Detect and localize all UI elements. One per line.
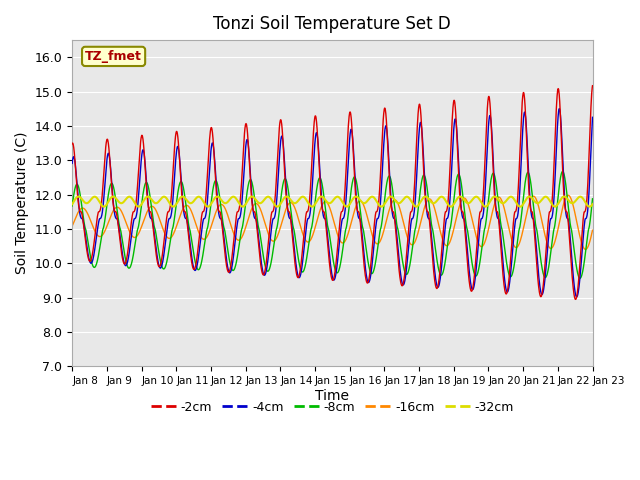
- Y-axis label: Soil Temperature (C): Soil Temperature (C): [15, 132, 29, 275]
- X-axis label: Time: Time: [316, 389, 349, 403]
- Text: TZ_fmet: TZ_fmet: [85, 50, 142, 63]
- Legend: -2cm, -4cm, -8cm, -16cm, -32cm: -2cm, -4cm, -8cm, -16cm, -32cm: [146, 396, 519, 419]
- Title: Tonzi Soil Temperature Set D: Tonzi Soil Temperature Set D: [214, 15, 451, 33]
